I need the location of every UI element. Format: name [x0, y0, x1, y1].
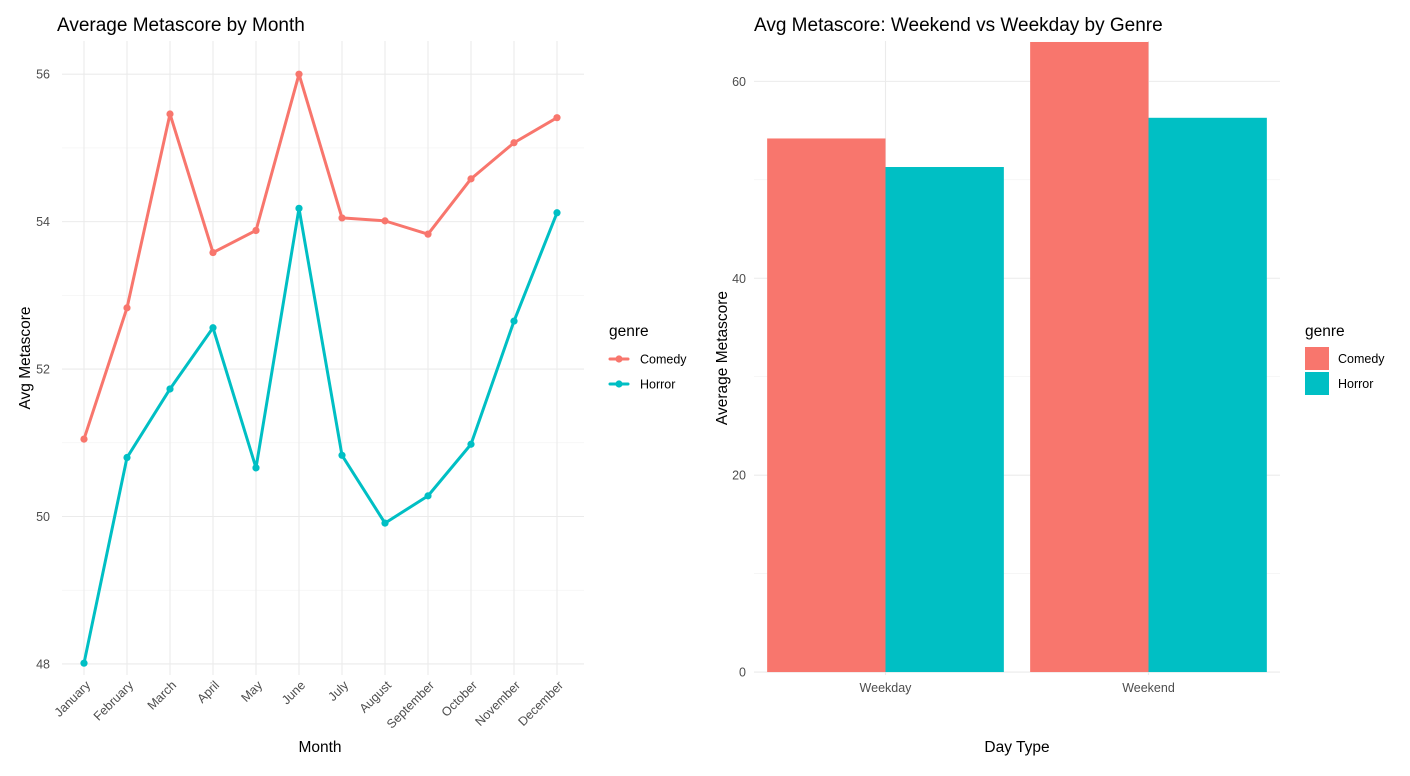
data-point-comedy: [252, 226, 260, 235]
legend-key-point: [615, 355, 623, 363]
legend-label: Comedy: [640, 353, 687, 367]
chart-title: Average Metascore by Month: [57, 15, 305, 36]
chart-title: Avg Metascore: Weekend vs Weekday by Gen…: [754, 15, 1163, 36]
data-point-horror: [252, 464, 260, 472]
data-point-horror: [123, 453, 131, 462]
data-point-horror: [553, 209, 561, 217]
data-point-horror: [166, 385, 174, 393]
legend-label: Horror: [640, 378, 675, 392]
bar-horror-weekend: [1148, 117, 1267, 673]
legend-key-swatch: [1305, 347, 1329, 370]
bar-comedy-weekend: [1030, 41, 1149, 673]
data-point-comedy: [467, 175, 475, 183]
line-chart-legend: genre Comedy Horror: [608, 323, 687, 392]
data-point-horror: [424, 492, 432, 500]
data-point-horror: [80, 659, 88, 667]
x-tick-label: Weekday: [860, 681, 913, 695]
y-tick-label: 60: [732, 75, 746, 89]
y-axis-title: Average Metascore: [714, 291, 731, 425]
legend-label: Comedy: [1338, 352, 1385, 366]
data-point-comedy: [424, 230, 432, 238]
data-point-comedy: [553, 114, 561, 122]
data-point-horror: [467, 440, 475, 448]
y-tick-label: 20: [732, 469, 746, 483]
y-tick-label: 56: [36, 68, 50, 82]
data-point-comedy: [80, 435, 88, 443]
bar-comedy-weekday: [767, 138, 886, 673]
y-axis-title: Avg Metascore: [17, 306, 34, 409]
data-point-horror: [510, 317, 518, 325]
bar-horror-weekday: [885, 167, 1004, 673]
legend-key-swatch: [1305, 372, 1329, 395]
data-point-comedy: [209, 248, 217, 257]
bar-chart-legend: genre Comedy Horror: [1305, 323, 1385, 395]
data-point-comedy: [338, 214, 346, 222]
data-point-comedy: [381, 217, 389, 225]
y-tick-label: 52: [36, 363, 50, 377]
y-tick-label: 0: [739, 666, 746, 680]
data-point-horror: [381, 519, 389, 527]
y-tick-label: 40: [732, 272, 746, 286]
data-point-comedy: [166, 110, 174, 118]
data-point-horror: [338, 451, 346, 459]
y-tick-label: 54: [36, 215, 50, 229]
legend-title: genre: [609, 323, 649, 340]
x-tick-label: Weekend: [1122, 681, 1175, 695]
data-point-comedy: [295, 70, 303, 78]
legend-key-point: [615, 380, 623, 388]
y-tick-label: 50: [36, 510, 50, 524]
x-axis-title: Day Type: [984, 739, 1049, 756]
data-point-horror: [295, 204, 303, 212]
series-line-comedy: [82, 72, 559, 441]
data-point-comedy: [510, 139, 518, 147]
data-point-horror: [209, 324, 217, 332]
legend-title: genre: [1305, 323, 1345, 340]
legend-label: Horror: [1338, 377, 1373, 391]
x-axis-title: Month: [298, 739, 341, 756]
y-tick-label: 48: [36, 657, 50, 671]
bar-chart: 0 20 40 60 Weekday Weekend Avg Metascore: Week…: [714, 15, 1385, 756]
series-line-horror: [82, 206, 559, 665]
data-point-comedy: [123, 304, 131, 312]
